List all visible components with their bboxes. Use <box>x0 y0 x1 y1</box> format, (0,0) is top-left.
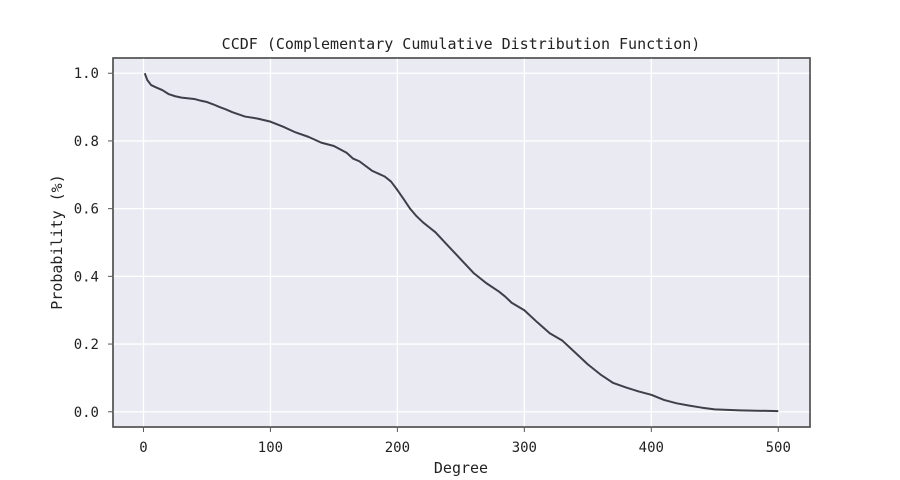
y-axis-label: Probability (%) <box>48 174 66 309</box>
x-tick-label: 500 <box>766 440 791 456</box>
x-tick-label: 400 <box>639 440 664 456</box>
axis-ticks: 0 100 200 300 400 500 0.0 0.2 0.4 0.6 0.8 1.0 <box>74 66 791 456</box>
plot-border <box>112 57 811 428</box>
y-tick-label: 0.8 <box>74 134 99 150</box>
series-layer <box>143 72 779 413</box>
x-tick-label: 100 <box>258 440 283 456</box>
y-tick-label: 0.2 <box>74 337 99 353</box>
y-tick-label: 0.0 <box>74 405 99 421</box>
x-tick-label: 300 <box>512 440 537 456</box>
y-tick-label: 1.0 <box>74 66 99 82</box>
chart-title: CCDF (Complementary Cumulative Distribut… <box>222 35 701 53</box>
plot-area <box>112 57 811 428</box>
x-tick-label: 200 <box>385 440 410 456</box>
grid-lines <box>113 58 810 427</box>
x-axis-label: Degree <box>434 459 488 477</box>
x-tick-label: 0 <box>139 440 147 456</box>
ccdf-line <box>143 72 779 413</box>
y-tick-label: 0.6 <box>74 202 99 218</box>
y-tick-label: 0.4 <box>74 269 99 285</box>
